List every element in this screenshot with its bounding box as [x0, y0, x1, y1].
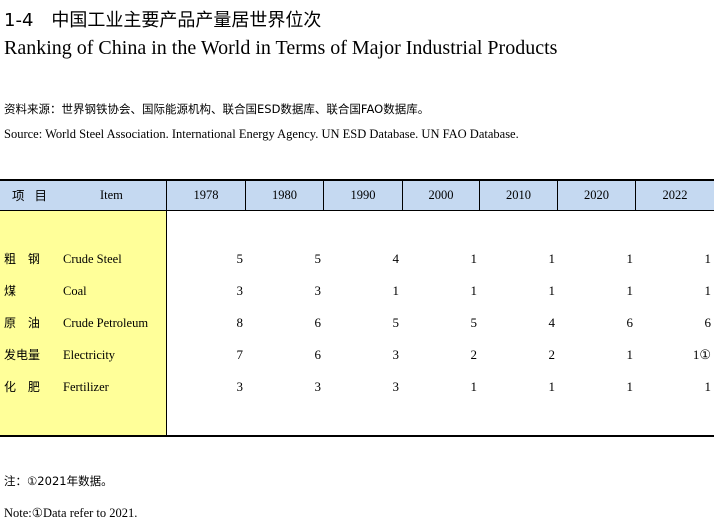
table-cell: 1	[548, 251, 556, 266]
table-cell: 6	[626, 315, 634, 330]
table-cell: 1	[626, 283, 634, 298]
table-row: 粗 钢 Crude Steel 5 5 4 1 1 1 1	[0, 249, 714, 269]
table-row: 煤 Coal 3 3 1 1 1 1 1	[0, 281, 714, 301]
table-cell: 6	[314, 315, 322, 330]
page-title-en: Ranking of China in the World in Terms o…	[4, 37, 558, 59]
table-cell: 3	[392, 347, 400, 362]
table-cell: 1	[470, 283, 478, 298]
table-cell: 3	[314, 283, 322, 298]
table-cell: 1	[626, 347, 634, 362]
table-cell: 3	[236, 379, 244, 394]
row-label-cn: 煤	[4, 284, 17, 298]
table-cell: 1	[704, 251, 712, 266]
header-year: 2022	[635, 181, 714, 210]
table-cell: 1	[704, 379, 712, 394]
row-label-en: Fertilizer	[63, 380, 109, 394]
row-label-cn: 粗 钢	[4, 252, 40, 266]
table-cell: 1	[626, 379, 634, 394]
row-label-en: Coal	[63, 284, 87, 298]
page-title-cn: 1-4 中国工业主要产品产量居世界位次	[4, 10, 322, 31]
footnote-en: Note:①Data refer to 2021.	[4, 506, 138, 520]
table-cell: 1	[392, 283, 400, 298]
header-year: 1980	[245, 181, 323, 210]
header-year: 1990	[323, 181, 402, 210]
table-cell: 6	[314, 347, 322, 362]
table-cell: 1	[470, 251, 478, 266]
row-label-cn: 化 肥	[4, 380, 40, 394]
table-cell: 6	[704, 315, 712, 330]
table-row: 发电量 Electricity 7 6 3 2 2 1 1①	[0, 345, 714, 365]
table-row: 化 肥 Fertilizer 3 3 3 1 1 1 1	[0, 377, 714, 397]
table-cell: 8	[236, 315, 244, 330]
table-cell: 4	[392, 251, 400, 266]
table-cell: 1	[548, 283, 556, 298]
table-cell: 5	[314, 251, 322, 266]
source-note-en: Source: World Steel Association. Interna…	[4, 127, 519, 141]
row-label-cn: 原 油	[4, 316, 40, 330]
table-row: 原 油 Crude Petroleum 8 6 5 5 4 6 6	[0, 313, 714, 333]
table-cell: 3	[236, 283, 244, 298]
header-year: 2000	[402, 181, 479, 210]
table-cell: 1	[470, 379, 478, 394]
table-cell: 2	[548, 347, 556, 362]
table-cell-with-footnote: 1①	[692, 347, 711, 362]
table-cell: 3	[392, 379, 400, 394]
table-cell: 1	[704, 283, 712, 298]
table-cell: 2	[470, 347, 478, 362]
table-cell: 7	[236, 347, 244, 362]
footnote-cn: 注：①2021年数据。	[4, 474, 113, 488]
table-header: 项 目 Item 1978 1980 1990 2000 2010 2020 2…	[0, 181, 714, 211]
table-cell: 1	[626, 251, 634, 266]
source-note-cn: 资料来源：世界钢铁协会、国际能源机构、联合国ESD数据库、联合国FAO数据库。	[4, 102, 430, 116]
table-cell: 1	[548, 379, 556, 394]
table-cell: 5	[392, 315, 400, 330]
table-cell: 5	[470, 315, 478, 330]
header-item-en: Item	[100, 188, 123, 202]
row-label-en: Electricity	[63, 348, 116, 362]
table-cell: 3	[314, 379, 322, 394]
ranking-table: 项 目 Item 1978 1980 1990 2000 2010 2020 2…	[0, 179, 714, 437]
table-cell: 5	[236, 251, 244, 266]
row-label-cn: 发电量	[4, 348, 41, 362]
row-label-en: Crude Petroleum	[63, 316, 149, 330]
header-year: 2010	[479, 181, 557, 210]
header-year: 2020	[557, 181, 635, 210]
table-cell: 4	[548, 315, 556, 330]
item-column-shading	[0, 211, 167, 435]
header-year: 1978	[166, 181, 245, 210]
row-label-en: Crude Steel	[63, 252, 122, 266]
header-item-cn: 项 目	[12, 188, 47, 203]
